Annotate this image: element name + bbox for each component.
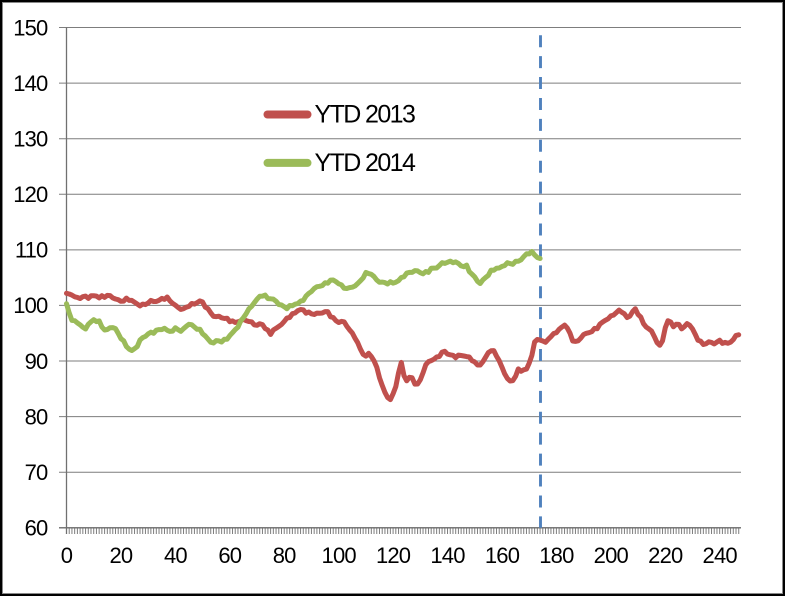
svg-text:120: 120 xyxy=(13,182,48,207)
svg-text:YTD 2014: YTD 2014 xyxy=(315,149,416,177)
svg-text:80: 80 xyxy=(25,404,48,429)
svg-text:110: 110 xyxy=(15,238,48,263)
svg-text:160: 160 xyxy=(485,543,520,568)
svg-text:80: 80 xyxy=(273,543,296,568)
svg-text:70: 70 xyxy=(25,460,48,485)
svg-text:0: 0 xyxy=(61,543,73,568)
svg-text:100: 100 xyxy=(322,543,357,568)
svg-text:YTD 2013: YTD 2013 xyxy=(315,100,415,128)
svg-text:120: 120 xyxy=(376,543,411,568)
svg-text:40: 40 xyxy=(164,543,187,568)
svg-text:140: 140 xyxy=(430,543,465,568)
svg-text:20: 20 xyxy=(109,543,132,568)
svg-text:60: 60 xyxy=(218,543,241,568)
svg-text:150: 150 xyxy=(13,15,48,40)
svg-text:140: 140 xyxy=(13,71,48,96)
svg-text:220: 220 xyxy=(648,543,683,568)
svg-text:90: 90 xyxy=(25,349,48,374)
svg-text:200: 200 xyxy=(594,543,629,568)
svg-text:130: 130 xyxy=(13,127,48,152)
svg-text:240: 240 xyxy=(703,543,738,568)
svg-text:180: 180 xyxy=(539,543,574,568)
svg-text:100: 100 xyxy=(13,293,48,318)
svg-text:60: 60 xyxy=(25,516,48,541)
